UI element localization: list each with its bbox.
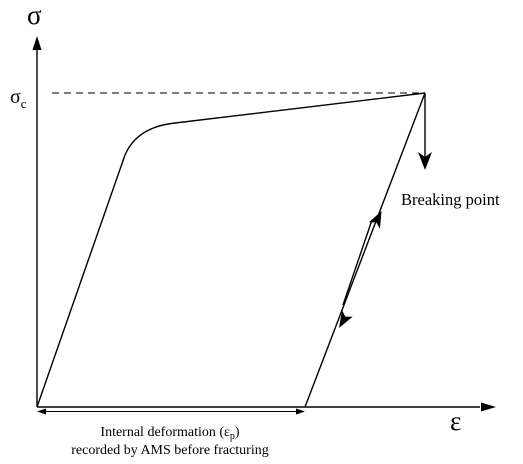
internal-deformation-arrow: [37, 408, 305, 415]
x-axis-arrowhead: [481, 402, 496, 412]
critical-stress-label: σc: [10, 86, 27, 111]
breaking-point-label: Breaking point: [401, 190, 500, 209]
x-axis-symbol: ε: [450, 406, 461, 436]
caption-line-2: recorded by AMS before fracturing: [71, 443, 268, 458]
y-axis: σ: [27, 0, 42, 407]
unloading-line: [304, 92, 426, 408]
x-axis: ε: [37, 402, 496, 436]
arrowhead-up: [369, 211, 382, 229]
elastic-double-arrow: [339, 211, 382, 328]
y-axis-arrowhead: [32, 36, 42, 50]
y-axis-symbol: σ: [27, 0, 42, 30]
caption-line-1: Internal deformation (εp): [100, 425, 240, 442]
loading-curve: [36, 92, 426, 408]
critical-stress-level: σc: [10, 86, 425, 111]
breaking-arrow: [418, 93, 432, 170]
arrowhead-down: [339, 310, 353, 328]
